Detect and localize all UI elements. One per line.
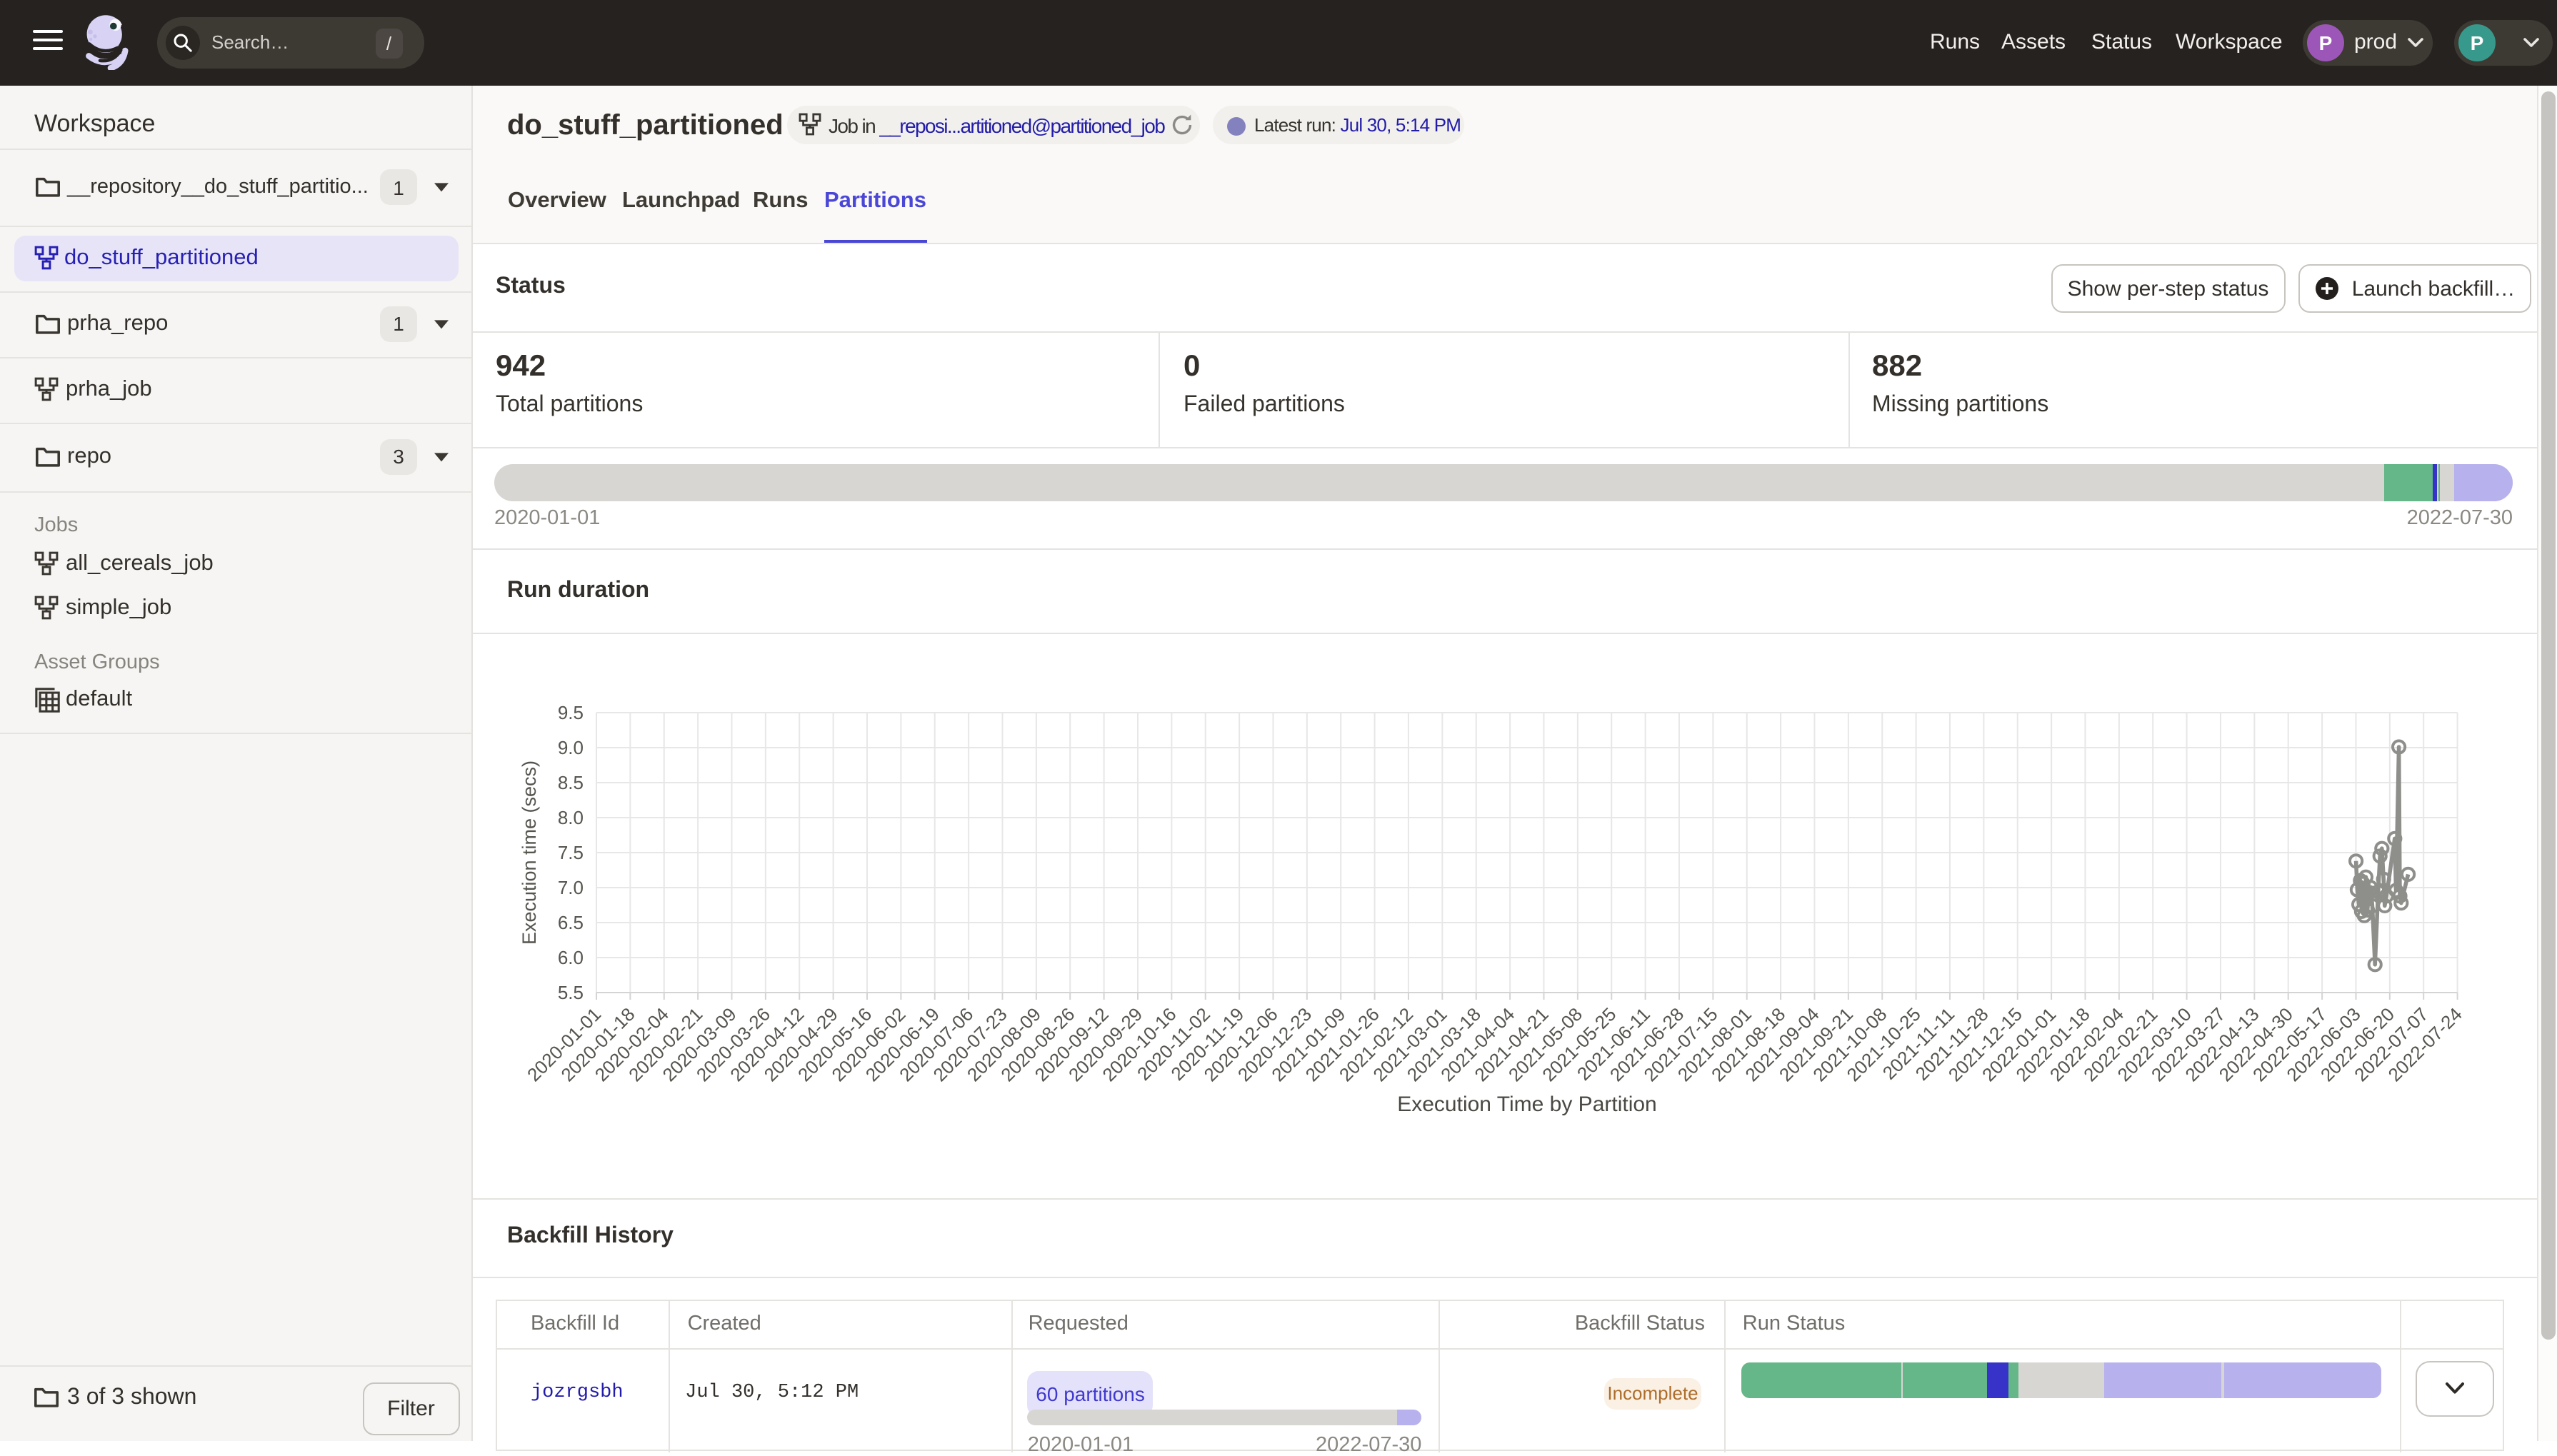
svg-text:9.5: 9.5 xyxy=(558,702,584,723)
svg-text:8.0: 8.0 xyxy=(558,807,584,828)
svg-text:6.0: 6.0 xyxy=(558,947,584,968)
svg-text:7.5: 7.5 xyxy=(558,842,584,863)
svg-text:7.0: 7.0 xyxy=(558,877,584,898)
svg-text:8.5: 8.5 xyxy=(558,772,584,793)
svg-text:Execution time (secs): Execution time (secs) xyxy=(519,760,540,945)
svg-text:5.5: 5.5 xyxy=(558,982,584,1003)
svg-text:6.5: 6.5 xyxy=(558,912,584,933)
svg-text:9.0: 9.0 xyxy=(558,737,584,758)
svg-text:Execution Time by Partition: Execution Time by Partition xyxy=(1397,1093,1657,1116)
